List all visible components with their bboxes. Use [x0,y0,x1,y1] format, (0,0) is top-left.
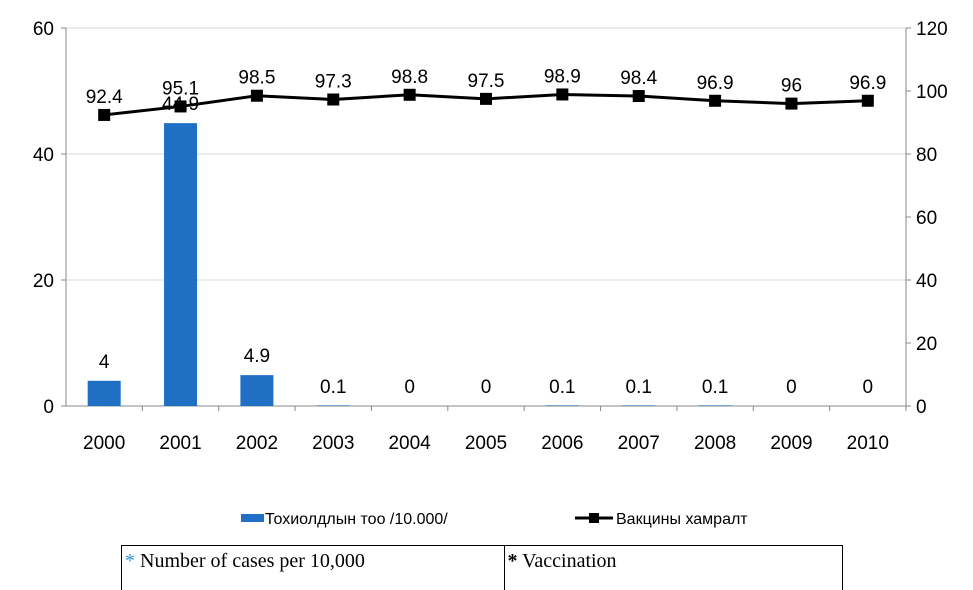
line-data-label: 96.9 [849,73,886,94]
bar [316,405,350,406]
gridlines [66,27,906,281]
line-point-marker [785,97,798,110]
bar-data-label: 4 [99,352,110,373]
bar-data-label: 0 [481,377,492,398]
footnote-cases: * Number of cases per 10,000 [121,545,505,590]
x-tick-label: 2009 [770,433,812,454]
legend: Тохиолдлын тоо /10.000/ Вакцины хамралт [241,511,748,528]
legend-line-marker [589,513,599,523]
x-tick-label: 2003 [312,433,354,454]
x-tick-label: 2004 [388,433,431,454]
line-data-label: 98.4 [620,68,657,89]
line-point-marker [480,92,492,105]
legend-bar-label: Тохиолдлын тоо /10.000/ [265,511,448,528]
left-tick-label: 20 [33,271,54,292]
line-data-label: 98.9 [544,66,581,87]
bar [698,405,732,406]
bar [545,405,579,406]
line-data-label: 97.3 [315,72,352,93]
footnote-table: * Number of cases per 10,000 * Vaccinati… [121,545,844,590]
footnote-cases-star: * [125,550,135,572]
bar-data-label: 0.1 [626,377,652,398]
line-point-marker [632,90,645,103]
x-axis-ticks: 2000 2001 2002 2003 2004 2005 2006 2007 2008 2009… [83,406,907,454]
x-tick-label: 2000 [83,433,125,454]
right-tick-label: 0 [916,397,927,418]
line-point-marker [98,108,111,121]
footnote-vaccination-text: Vaccination [517,550,617,572]
line-data-label: 98.8 [391,67,428,88]
x-tick-label: 2007 [618,433,660,454]
left-tick-label: 40 [33,145,54,166]
footnote-vaccination-star: * [507,550,518,572]
x-tick-label: 2002 [236,433,278,454]
x-tick-label: 2001 [159,433,201,454]
line-point-marker [174,100,187,113]
x-tick-label: 2010 [847,433,889,454]
legend-bar-swatch [241,514,264,522]
bar-data-label: 0 [863,377,874,398]
line-series [98,88,874,121]
bar [87,380,121,406]
footnote-row: * Number of cases per 10,000 * Vaccinati… [121,545,844,590]
line-data-label: 92.4 [86,87,123,108]
footnote-vaccination: * Vaccination [503,545,844,590]
legend-line-label: Вакцины хамралт [616,511,748,528]
line-point-marker [709,94,722,107]
bar [240,375,274,406]
line-point-marker [250,89,263,102]
left-tick-label: 0 [43,397,54,418]
line-data-labels: 92.4 95.1 98.5 97.3 98.8 97.5 98.9 98.4 96.9 96 96… [86,66,887,107]
bar-series [87,123,732,406]
x-tick-label: 2005 [465,433,507,454]
right-tick-label: 40 [916,271,937,292]
left-axis-ticks: 0 20 40 60 [33,19,66,418]
bar-data-label: 4.9 [244,346,270,367]
right-tick-label: 80 [916,145,937,166]
x-tick-label: 2008 [694,433,736,454]
bar-data-label: 0.1 [549,377,575,398]
line-point-marker [861,94,874,107]
bar-data-label: 0.1 [320,377,346,398]
line-data-label: 98.5 [238,68,275,89]
bar [164,123,198,406]
line-data-label: 95.1 [162,78,199,99]
right-axis-ticks: 0 20 40 60 80 100 120 [906,19,948,418]
bar-data-label: 0.1 [702,377,728,398]
line-data-label: 96 [781,76,802,97]
bar [622,405,656,406]
line-point-marker [403,88,416,101]
right-tick-label: 120 [916,19,948,40]
right-tick-label: 20 [916,334,937,355]
line-data-label: 96.9 [697,73,734,94]
line-data-label: 97.5 [468,71,505,92]
bar-data-label: 0 [404,377,415,398]
line-point-marker [556,88,569,101]
footnote-cases-text: Number of cases per 10,000 [135,550,365,572]
bar-data-label: 0 [786,377,797,398]
x-tick-label: 2006 [541,433,583,454]
left-tick-label: 60 [33,19,54,40]
line-point-marker [327,93,340,106]
right-tick-label: 100 [916,82,948,103]
right-tick-label: 60 [916,208,937,229]
